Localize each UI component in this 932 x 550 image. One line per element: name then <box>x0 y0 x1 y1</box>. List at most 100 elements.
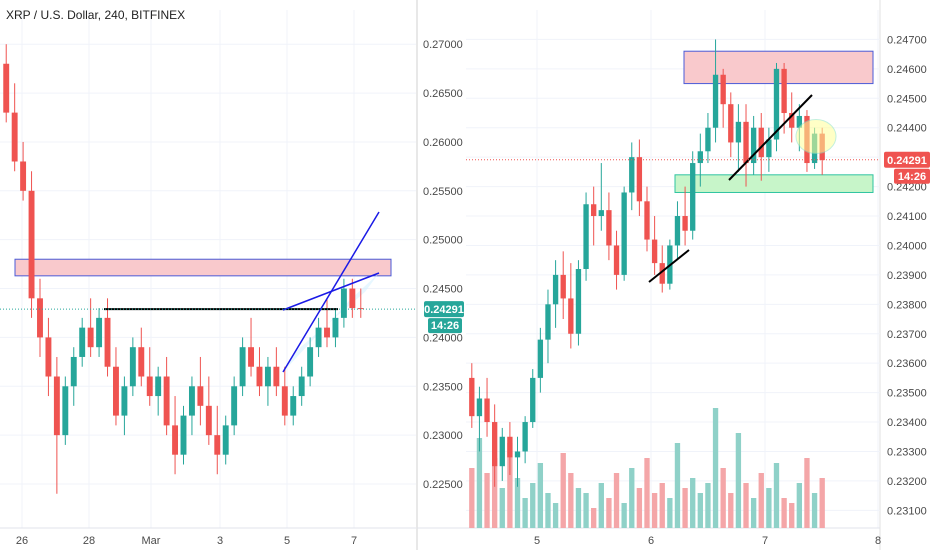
right-candle-body[interactable] <box>522 422 528 452</box>
right-candle-body[interactable] <box>758 127 764 158</box>
left-candle-body[interactable] <box>113 366 119 416</box>
right-candle-body[interactable] <box>773 68 780 140</box>
left-candle-body[interactable] <box>155 376 162 397</box>
right-candle-body[interactable] <box>766 139 772 158</box>
left-candle-body[interactable] <box>315 327 322 348</box>
right-candle-body[interactable] <box>789 113 795 128</box>
volume-bar <box>499 488 505 528</box>
left-candle-body[interactable] <box>70 356 77 387</box>
left-candle-body[interactable] <box>340 288 347 318</box>
right-candle-body[interactable] <box>712 74 719 128</box>
right-candle-body[interactable] <box>743 121 749 164</box>
right-candle-body[interactable] <box>606 210 612 246</box>
left-candle-body[interactable] <box>231 386 238 426</box>
left-candle-body[interactable] <box>104 317 111 367</box>
left-candle-body[interactable] <box>62 386 69 436</box>
left-candle-body[interactable] <box>264 366 271 387</box>
right-candle-body[interactable] <box>690 163 696 231</box>
left-candle-body[interactable] <box>332 317 339 338</box>
left-candle-body[interactable] <box>205 405 212 436</box>
right-y-tick: 0.23700 <box>887 329 927 341</box>
right-candle-body[interactable] <box>651 239 658 264</box>
right-candle-body[interactable] <box>613 245 620 275</box>
highlight-circle[interactable] <box>795 119 837 155</box>
right-candle-body[interactable] <box>728 104 734 143</box>
left-candle-body[interactable] <box>28 190 35 299</box>
right-candle-body[interactable] <box>644 201 650 240</box>
right-candle-body[interactable] <box>636 157 643 202</box>
left-candle-body[interactable] <box>298 376 305 397</box>
right-candle-body[interactable] <box>705 127 711 152</box>
right-candle-body[interactable] <box>476 398 483 417</box>
left-candle-body[interactable] <box>180 415 187 455</box>
right-candle-body[interactable] <box>720 74 726 105</box>
right-candle-body[interactable] <box>514 451 521 458</box>
right-candle-body[interactable] <box>537 339 544 378</box>
left-candle-body[interactable] <box>248 347 254 367</box>
right-candle-body[interactable] <box>568 298 574 334</box>
right-candle-body[interactable] <box>499 436 505 467</box>
right-candle-body[interactable] <box>674 216 681 246</box>
right-candle-body[interactable] <box>560 274 566 299</box>
left-candle-body[interactable] <box>96 317 103 348</box>
right-countdown-badge <box>894 168 930 184</box>
left-candle-body[interactable] <box>324 327 330 338</box>
right-candle-body[interactable] <box>629 157 635 193</box>
right-candle-body[interactable] <box>575 269 582 334</box>
right-trend-line-low[interactable] <box>648 249 690 283</box>
left-candle-body[interactable] <box>349 288 356 309</box>
right-candle-body[interactable] <box>530 377 536 423</box>
left-candle-body[interactable] <box>239 347 246 387</box>
left-candle-body[interactable] <box>138 347 145 377</box>
right-candle-body[interactable] <box>735 121 742 143</box>
left-candle-body[interactable] <box>163 376 170 426</box>
right-candle-body[interactable] <box>796 115 803 128</box>
left-y-tick: 0.26000 <box>423 137 463 149</box>
right-candle-body[interactable] <box>750 127 757 164</box>
left-candle-body[interactable] <box>53 376 60 436</box>
left-candle-body[interactable] <box>45 337 52 377</box>
right-candle-body[interactable] <box>781 68 787 114</box>
left-candle-body[interactable] <box>146 376 153 397</box>
channel-lower-line[interactable] <box>282 272 380 311</box>
left-candle-body[interactable] <box>87 327 94 348</box>
left-candle-body[interactable] <box>3 63 10 113</box>
left-candle-body[interactable] <box>273 366 280 387</box>
right-candle-body[interactable] <box>621 192 627 275</box>
left-candle-body[interactable] <box>172 425 179 455</box>
left-resistance-zone[interactable] <box>14 258 392 277</box>
left-candle-body[interactable] <box>307 347 314 377</box>
right-candle-body[interactable] <box>591 204 597 217</box>
volume-bar <box>575 488 582 528</box>
left-candle-body[interactable] <box>188 386 195 416</box>
left-candle-body[interactable] <box>79 327 86 357</box>
volume-bar <box>629 468 635 528</box>
left-candle-body[interactable] <box>11 112 18 162</box>
right-candle-body[interactable] <box>469 377 475 417</box>
right-candle-body[interactable] <box>507 436 513 458</box>
right-candle-body[interactable] <box>491 422 498 467</box>
left-candle-body[interactable] <box>20 161 27 191</box>
right-candle-body[interactable] <box>484 398 490 423</box>
left-candle-body[interactable] <box>121 386 128 416</box>
right-candle-body[interactable] <box>697 151 703 164</box>
left-candle-body[interactable] <box>256 366 263 387</box>
right-support-zone[interactable] <box>674 174 874 193</box>
left-candle-body[interactable] <box>197 386 204 406</box>
right-candle-body[interactable] <box>659 263 665 284</box>
left-candle-body[interactable] <box>37 298 43 338</box>
left-candle-body[interactable] <box>290 396 297 416</box>
right-trend-line-high[interactable] <box>728 94 813 181</box>
right-candle-body[interactable] <box>682 216 688 231</box>
left-candle-body[interactable] <box>281 386 288 416</box>
right-candle-body[interactable] <box>583 204 589 269</box>
right-candle-body[interactable] <box>545 304 551 340</box>
right-y-tick: 0.23600 <box>887 358 927 370</box>
left-candle-body[interactable] <box>222 425 229 455</box>
right-candle-body[interactable] <box>552 274 559 305</box>
right-candle-body[interactable] <box>598 210 604 217</box>
left-candle-body[interactable] <box>129 347 136 387</box>
left-candle-body[interactable] <box>214 435 221 455</box>
